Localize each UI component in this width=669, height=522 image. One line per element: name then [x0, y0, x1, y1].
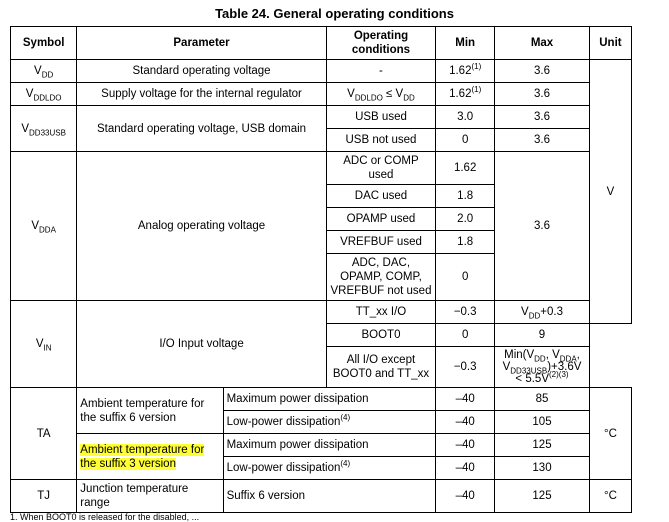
condition-cell: Maximum power dissipation — [222, 433, 437, 457]
max-cell: Min(VDD, VDDA, VDD33USB)+3.6V < 5.5V(2)(3) — [494, 346, 590, 388]
condition-cell: USB used — [325, 105, 437, 129]
header-parameter: Parameter — [76, 26, 327, 60]
table-row: VREFBUF used 1.8 — [11, 230, 632, 254]
unit-cell: °C — [588, 387, 633, 480]
condition-cell: Maximum power dissipation — [222, 387, 437, 411]
highlighted-text: Ambient temperature for the suffix 3 ver… — [80, 443, 205, 470]
min-cell: 0 — [435, 323, 496, 347]
condition-cell: Low-power dissipation(4) — [222, 410, 437, 434]
min-cell: 3.0 — [435, 105, 496, 129]
min-cell: 1.62 — [435, 151, 496, 185]
table-row: BOOT0 0 9 — [11, 323, 632, 347]
symbol-cell: VDDA — [9, 151, 78, 301]
condition-cell: OPAMP used — [325, 207, 437, 231]
header-min: Min — [435, 26, 496, 60]
condition-cell: Suffix 6 version — [222, 479, 437, 513]
header-max: Max — [494, 26, 590, 60]
condition-cell: - — [325, 59, 437, 83]
parameter-cell: Ambient temperature for the suffix 6 ver… — [76, 387, 224, 434]
unit-cell: °C — [588, 479, 633, 513]
condition-cell: BOOT0 — [325, 323, 437, 347]
parameter-cell: Standard operating voltage — [76, 59, 327, 83]
max-cell: 3.6 — [494, 151, 590, 301]
table-row: Low-power dissipation(4) –40 130 — [11, 456, 632, 480]
min-cell: –40 — [435, 410, 496, 434]
table-row: VDD Standard operating voltage - 1.62(1)… — [9, 59, 633, 324]
parameter-cell: I/O Input voltage — [76, 300, 327, 388]
min-cell: −0.3 — [435, 300, 496, 324]
max-cell: 3.6 — [494, 128, 590, 152]
condition-cell: ADC or COMP used — [325, 151, 437, 185]
max-cell: 3.6 — [494, 59, 590, 83]
condition-cell: VDDLDO ≤ VDD — [325, 82, 437, 106]
table-row: VIN I/O Input voltage TT_xx I/O −0.3 VDD… — [9, 300, 632, 388]
symbol-cell: VIN — [9, 300, 78, 388]
parameter-cell: Analog operating voltage — [76, 151, 327, 301]
condition-cell: VREFBUF used — [325, 230, 437, 254]
condition-cell: TT_xx I/O — [325, 300, 437, 324]
unit-cell: V — [588, 59, 633, 324]
min-cell: –40 — [435, 387, 496, 411]
parameter-cell: Junction temperature range — [76, 479, 224, 513]
header-row: Symbol Parameter Operating conditions Mi… — [9, 26, 633, 60]
min-cell: 1.62(1) — [435, 59, 496, 83]
table-row: VDD33USB Standard operating voltage, USB… — [9, 105, 632, 152]
table-row: USB not used 0 3.6 — [11, 128, 632, 152]
max-cell: 9 — [494, 323, 590, 347]
table-row: VDDA Analog operating voltage ADC or COM… — [9, 151, 632, 301]
max-cell: 130 — [494, 456, 590, 480]
condition-cell: Low-power dissipation(4) — [222, 456, 437, 480]
footnote-partial: 1. When BOOT0 is released for the disabl… — [10, 512, 200, 522]
parameter-cell: Standard operating voltage, USB domain — [76, 105, 327, 152]
symbol-cell: TJ — [9, 479, 78, 513]
table-row: Ambient temperature for the suffix 3 ver… — [11, 433, 632, 480]
condition-cell: ADC, DAC, OPAMP, COMP, VREFBUF not used — [325, 253, 437, 301]
symbol-cell: TA — [9, 387, 78, 480]
max-cell: 85 — [494, 387, 590, 411]
min-cell: –40 — [435, 433, 496, 457]
max-cell: 125 — [494, 433, 590, 457]
table-row: OPAMP used 2.0 — [11, 207, 632, 231]
table-row: TA Ambient temperature for the suffix 6 … — [9, 387, 633, 480]
symbol-cell: VDD — [9, 59, 78, 83]
max-cell: 125 — [494, 479, 590, 513]
symbol-cell: VDD33USB — [9, 105, 78, 152]
max-cell: 105 — [494, 410, 590, 434]
header-unit: Unit — [588, 26, 633, 60]
min-cell: 0 — [435, 128, 496, 152]
max-cell: 3.6 — [494, 82, 590, 106]
max-cell: VDD+0.3 — [494, 300, 590, 324]
operating-conditions-table: Symbol Parameter Operating conditions Mi… — [9, 26, 633, 513]
min-cell: −0.3 — [435, 346, 496, 388]
table-title: Table 24. General operating conditions — [215, 6, 454, 21]
min-cell: 1.62(1) — [435, 82, 496, 106]
min-cell: 1.8 — [435, 184, 496, 208]
condition-cell: DAC used — [325, 184, 437, 208]
table-row: ADC, DAC, OPAMP, COMP, VREFBUF not used … — [11, 253, 632, 301]
min-cell: 2.0 — [435, 207, 496, 231]
max-cell: 3.6 — [494, 105, 590, 129]
symbol-cell: VDDLDO — [9, 82, 78, 106]
parameter-cell-highlighted: Ambient temperature for the suffix 3 ver… — [76, 433, 224, 480]
table-row: VDDLDO Supply voltage for the internal r… — [9, 82, 632, 106]
min-cell: 0 — [435, 253, 496, 301]
min-cell: –40 — [435, 479, 496, 513]
header-symbol: Symbol — [9, 26, 78, 60]
table-row: All I/O except BOOT0 and TT_xx −0.3 Min(… — [11, 346, 632, 388]
condition-cell: All I/O except BOOT0 and TT_xx — [325, 346, 437, 388]
header-conditions: Operating conditions — [325, 26, 437, 60]
parameter-cell: Supply voltage for the internal regulato… — [76, 82, 327, 106]
min-cell: –40 — [435, 456, 496, 480]
min-cell: 1.8 — [435, 230, 496, 254]
condition-cell: USB not used — [325, 128, 437, 152]
table-row: TJ Junction temperature range Suffix 6 v… — [9, 479, 633, 513]
